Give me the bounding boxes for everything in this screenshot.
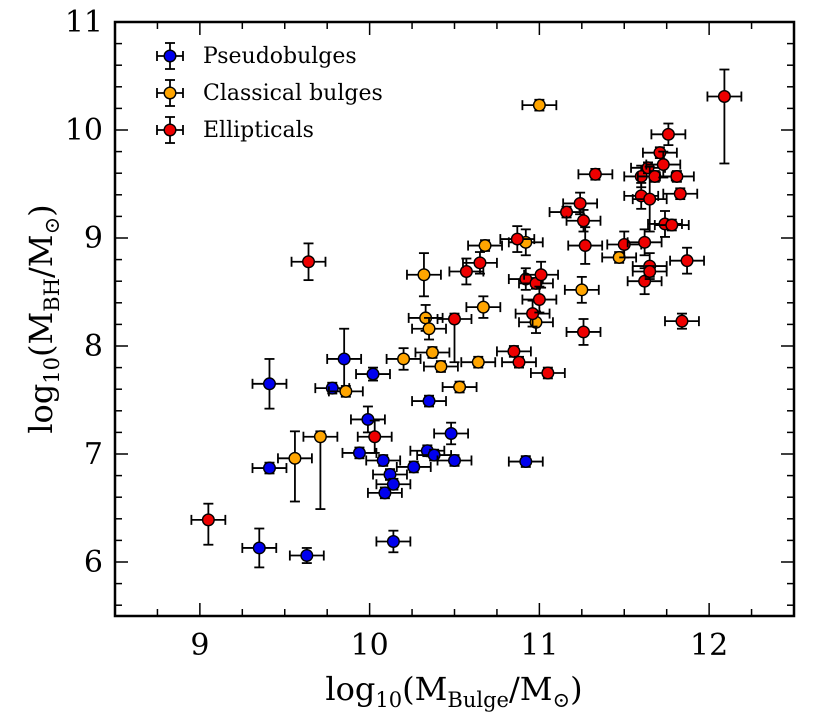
series-pseudobulges <box>241 327 544 569</box>
y-tick-label: 9 <box>84 221 103 256</box>
data-point <box>190 502 227 546</box>
data-point <box>356 419 393 454</box>
data-point <box>601 250 638 264</box>
y-tick-label: 8 <box>84 329 103 364</box>
legend-label: Classical bulges <box>203 81 383 106</box>
data-point <box>367 486 403 500</box>
data-point <box>414 345 451 359</box>
data-point <box>460 355 497 369</box>
data-point <box>327 384 364 398</box>
data-point <box>577 167 614 181</box>
data-point <box>411 394 447 408</box>
y-label-open: (M <box>22 312 60 357</box>
x-label-sub: 10 <box>375 688 402 712</box>
series-ellipticals <box>190 68 743 546</box>
data-point <box>467 239 503 253</box>
data-point <box>631 264 668 278</box>
series-classical-bulges <box>277 98 638 510</box>
data-point <box>664 312 700 330</box>
data-point <box>645 150 682 179</box>
data-point <box>355 366 391 382</box>
y-tick-label: 11 <box>65 5 103 40</box>
data-point <box>385 347 422 371</box>
y-tick-label: 7 <box>84 437 103 472</box>
y-tick-label: 10 <box>65 113 103 148</box>
tick-labels-layer: 9 10 11 12 6 7 8 9 10 11 <box>65 5 728 663</box>
legend-label: Pseudobulges <box>203 44 357 69</box>
y-label-odot: ⊙ <box>40 217 64 235</box>
x-axis-label: log10(MBulge/M⊙) <box>325 670 582 712</box>
data-point <box>372 468 408 482</box>
data-point <box>302 430 339 510</box>
data-point <box>411 317 447 341</box>
data-point <box>251 358 288 410</box>
data-point <box>653 218 690 232</box>
data-point <box>565 318 602 346</box>
data-point <box>290 242 327 282</box>
y-label-log: log <box>22 384 60 434</box>
y-label-sub: 10 <box>40 357 64 384</box>
data-point <box>650 122 687 147</box>
data-points-layer <box>190 68 743 569</box>
data-point <box>441 380 478 394</box>
x-label-msub: Bulge <box>447 688 509 712</box>
legend-item: Ellipticals <box>156 116 314 144</box>
data-point <box>521 98 558 112</box>
data-point <box>375 477 412 491</box>
data-point <box>423 360 459 374</box>
x-tick-label: 9 <box>190 628 209 663</box>
data-point <box>642 146 678 160</box>
data-point <box>529 366 566 380</box>
data-point <box>375 529 412 554</box>
y-label-close: ) <box>22 204 60 216</box>
x-label-rest: /M <box>509 670 553 708</box>
data-point <box>501 355 537 369</box>
data-point <box>548 205 585 219</box>
data-point <box>523 260 559 289</box>
data-point <box>499 225 536 253</box>
data-point <box>563 275 600 304</box>
data-point <box>465 295 502 319</box>
data-point <box>706 68 743 165</box>
data-point <box>288 547 325 564</box>
y-label-rest: /M <box>22 234 60 278</box>
data-point <box>241 527 278 569</box>
data-point <box>251 461 288 475</box>
x-tick-label: 10 <box>351 628 389 663</box>
x-label-odot: ⊙ <box>552 688 570 712</box>
data-point <box>507 455 544 469</box>
data-point <box>496 344 532 358</box>
data-point <box>521 285 558 314</box>
data-point <box>436 453 473 467</box>
y-label-msub: BH <box>40 278 64 312</box>
data-point <box>406 252 442 298</box>
data-point <box>365 453 402 467</box>
x-label-log: log <box>325 670 375 708</box>
x-label-open: (M <box>402 670 447 708</box>
legend: Pseudobulges Classical bulges Ellipticals <box>156 42 383 144</box>
y-tick-label: 6 <box>84 545 103 580</box>
x-label-close: ) <box>570 670 582 708</box>
data-point <box>433 421 469 446</box>
data-point <box>669 246 705 275</box>
data-point <box>350 405 386 434</box>
data-point <box>448 257 485 286</box>
y-axis-label: log10(MBH/M⊙) <box>22 204 64 433</box>
x-tick-label: 11 <box>520 628 558 663</box>
legend-label: Ellipticals <box>203 118 314 143</box>
data-point <box>626 228 663 257</box>
x-tick-label: 12 <box>690 628 728 663</box>
data-point <box>662 187 699 201</box>
data-point <box>658 169 695 183</box>
data-point <box>436 312 473 364</box>
data-point <box>277 430 313 503</box>
plot-frame <box>113 20 796 618</box>
data-point <box>395 460 432 474</box>
data-point <box>567 226 604 265</box>
data-point <box>462 251 498 275</box>
legend-item: Pseudobulges <box>156 42 357 70</box>
legend-item: Classical bulges <box>156 79 383 107</box>
data-point <box>326 327 363 391</box>
